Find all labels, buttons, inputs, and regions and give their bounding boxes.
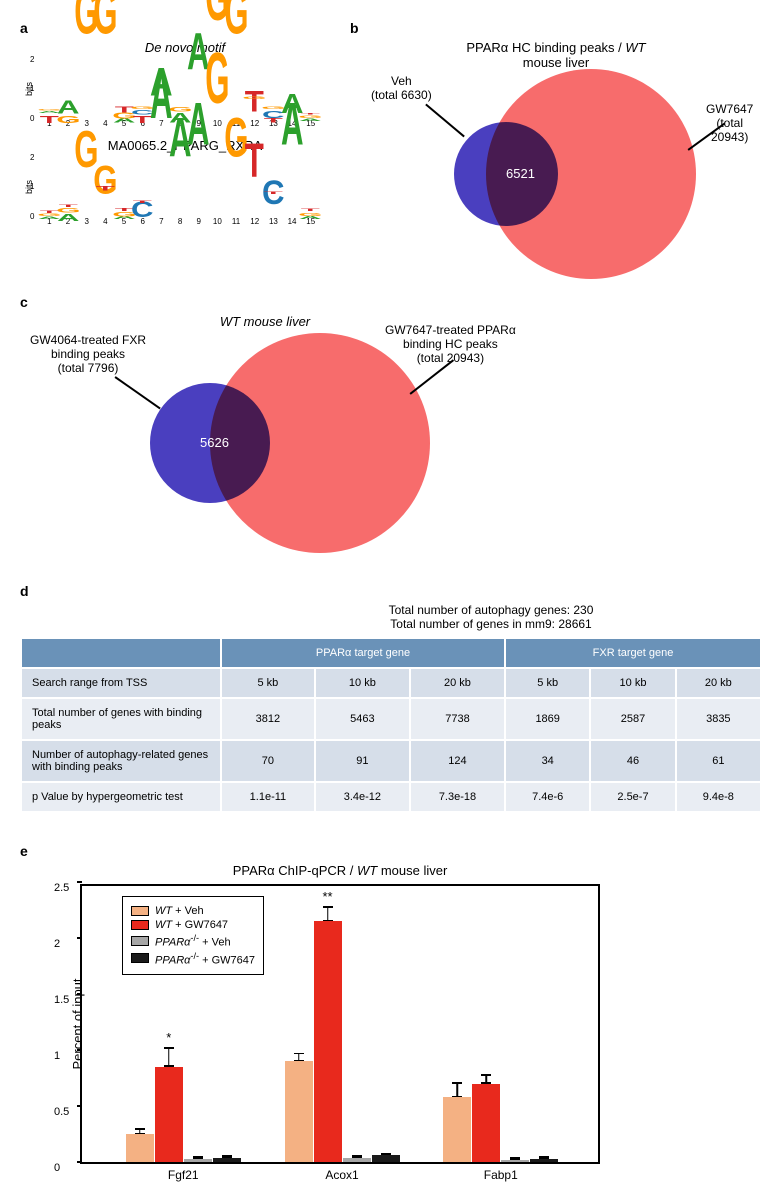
bar-chart: Percent of input WT + VehWT + GW7647PPAR… bbox=[80, 884, 600, 1164]
panel-a-label: a bbox=[20, 20, 350, 36]
motif-2-xlabels: 123456789101112131415 bbox=[40, 217, 320, 226]
panel-a: a De novo motif bits 0 1 2 TAGGAGGAGTTCG… bbox=[20, 20, 350, 284]
panel-d-label: d bbox=[20, 583, 762, 599]
chart-legend: WT + VehWT + GW7647PPARα-/- + VehPPARα-/… bbox=[122, 896, 264, 975]
motif-2: MA0065.2_PPARG_RXRA bits 0 1 2 AGTAGTGGT… bbox=[20, 138, 350, 226]
motif-1-title: De novo motif bbox=[20, 40, 350, 55]
panel-e-label: e bbox=[20, 843, 762, 859]
venn-b: 6521Veh(total 6630)GW7647(total 20943) bbox=[366, 74, 746, 284]
table-header-ppara: PPARα target gene bbox=[221, 638, 505, 668]
panel-e: e PPARα ChIP-qPCR / WT mouse liver Perce… bbox=[20, 843, 762, 1164]
panel-b: b PPARα HC binding peaks / WTmouse liver… bbox=[350, 20, 762, 284]
panel-c: c WT mouse liver 5626GW4064-treated FXRb… bbox=[20, 294, 762, 563]
panel-b-title: PPARα HC binding peaks / WTmouse liver bbox=[350, 40, 762, 70]
autophagy-table: PPARα target gene FXR target gene Search… bbox=[20, 637, 762, 813]
venn-c: 5626GW4064-treated FXRbinding peaks(tota… bbox=[30, 333, 530, 563]
panel-d: d Total number of autophagy genes: 230 T… bbox=[20, 583, 762, 813]
panel-c-label: c bbox=[20, 294, 762, 310]
table-header-fxr: FXR target gene bbox=[505, 638, 761, 668]
chart-title: PPARα ChIP-qPCR / WT mouse liver bbox=[80, 863, 600, 878]
motif-2-logo: bits 0 1 2 AGTAGTGGTAGTCTAAAGGTCTAAGT bbox=[40, 157, 320, 217]
table-caption: Total number of autophagy genes: 230 Tot… bbox=[220, 603, 762, 631]
panel-b-label: b bbox=[350, 20, 762, 36]
